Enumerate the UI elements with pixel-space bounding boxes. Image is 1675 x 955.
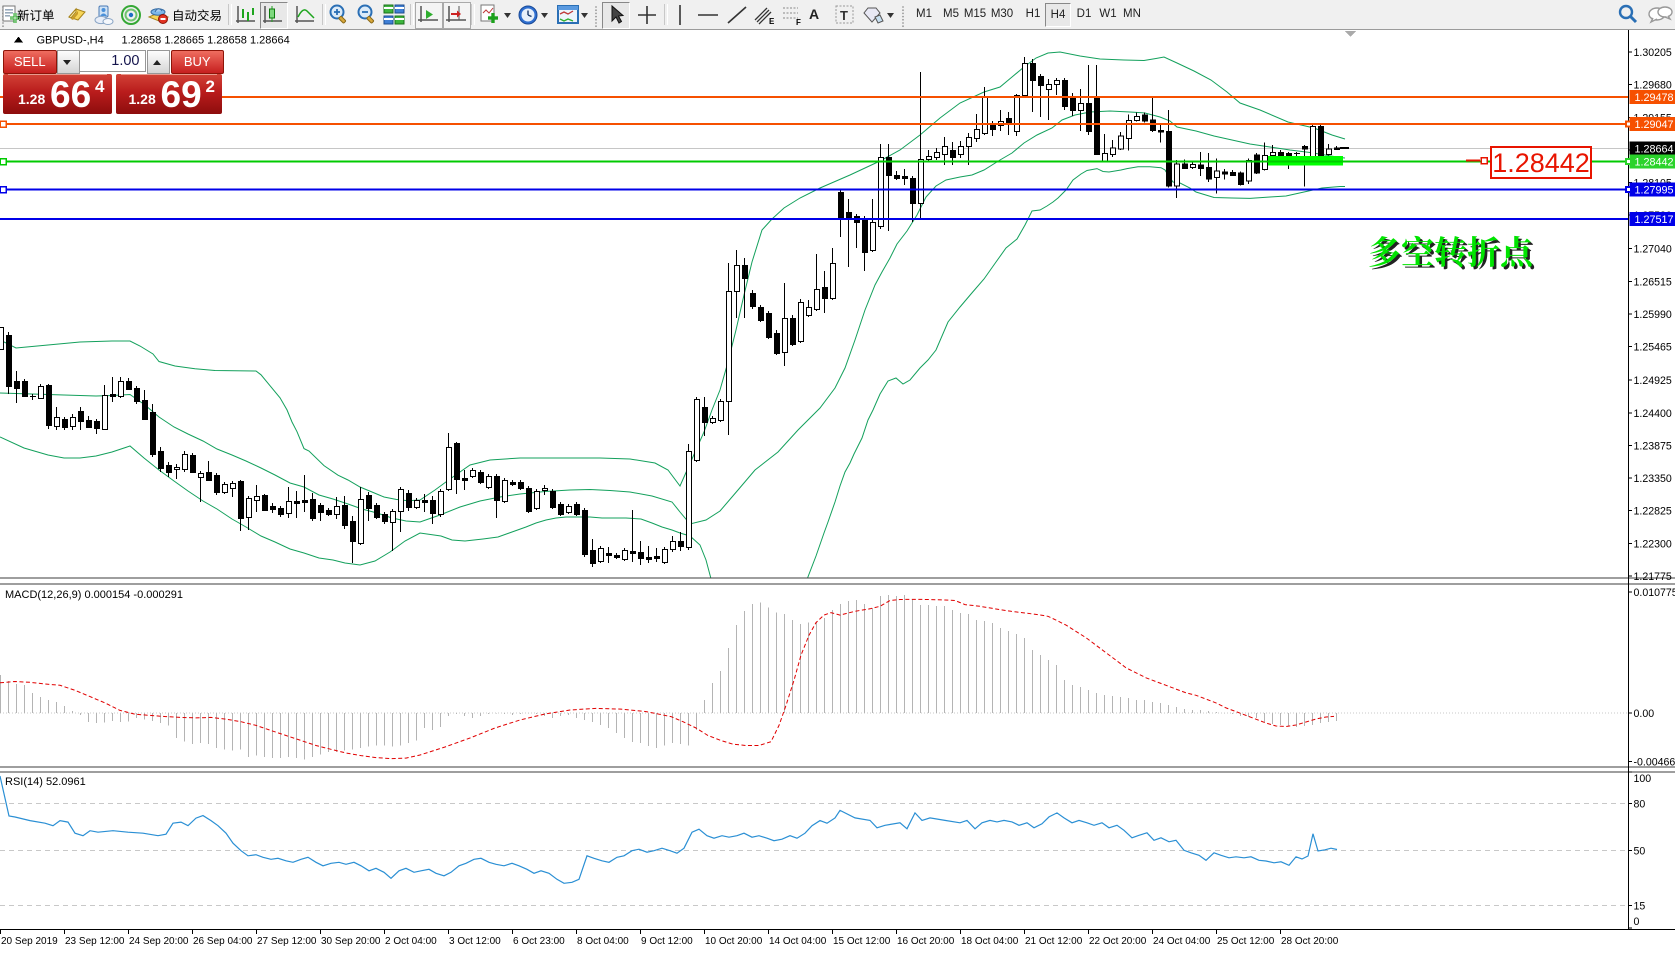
svg-text:21 Oct 12:00: 21 Oct 12:00 [1025, 936, 1083, 947]
svg-text:80: 80 [1634, 799, 1646, 811]
svg-text:1.23350: 1.23350 [1634, 473, 1672, 485]
svg-text:6 Oct 23:00: 6 Oct 23:00 [513, 936, 565, 947]
svg-text:1.28658 1.28665 1.28658 1.2866: 1.28658 1.28665 1.28658 1.28664 [122, 35, 290, 47]
svg-text:1.22300: 1.22300 [1634, 538, 1672, 550]
svg-text:1.25990: 1.25990 [1634, 309, 1672, 321]
svg-text:9 Oct 12:00: 9 Oct 12:00 [641, 936, 693, 947]
svg-text:1.29478: 1.29478 [1635, 92, 1674, 104]
svg-text:1.21775: 1.21775 [1634, 571, 1672, 583]
svg-text:1.26515: 1.26515 [1634, 276, 1672, 288]
svg-text:T: T [840, 8, 848, 23]
svg-text:RSI(14) 52.0961: RSI(14) 52.0961 [5, 776, 86, 788]
svg-text:18 Oct 04:00: 18 Oct 04:00 [961, 936, 1019, 947]
svg-text:28 Oct 20:00: 28 Oct 20:00 [1281, 936, 1339, 947]
svg-text:24 Sep 20:00: 24 Sep 20:00 [129, 936, 189, 947]
svg-text:GBPUSD-,H4: GBPUSD-,H4 [37, 35, 104, 47]
svg-text:1.27517: 1.27517 [1635, 214, 1674, 226]
svg-text:1.29680: 1.29680 [1634, 80, 1672, 92]
svg-text:1.27040: 1.27040 [1634, 244, 1672, 256]
svg-text:E: E [769, 17, 775, 26]
svg-text:-0.004668: -0.004668 [1634, 757, 1675, 769]
svg-text:20 Sep 2019: 20 Sep 2019 [1, 936, 58, 947]
svg-text:0.010775: 0.010775 [1634, 587, 1675, 599]
svg-text:1.24400: 1.24400 [1634, 408, 1672, 420]
svg-text:15 Oct 12:00: 15 Oct 12:00 [833, 936, 891, 947]
svg-text:1.28442: 1.28442 [1635, 157, 1674, 169]
svg-text:22 Oct 20:00: 22 Oct 20:00 [1089, 936, 1147, 947]
svg-text:100: 100 [1634, 773, 1652, 785]
svg-text:3 Oct 12:00: 3 Oct 12:00 [449, 936, 501, 947]
svg-text:24 Oct 04:00: 24 Oct 04:00 [1153, 936, 1211, 947]
svg-text:1.28442: 1.28442 [1492, 148, 1590, 178]
svg-text:50: 50 [1634, 846, 1646, 858]
svg-text:15: 15 [1634, 900, 1646, 912]
svg-text:27 Sep 12:00: 27 Sep 12:00 [257, 936, 317, 947]
svg-text:26 Sep 04:00: 26 Sep 04:00 [193, 936, 253, 947]
svg-text:1.27995: 1.27995 [1635, 185, 1674, 197]
svg-text:MACD(12,26,9) 0.000154 -0.0002: MACD(12,26,9) 0.000154 -0.000291 [5, 589, 183, 601]
svg-text:1.28664: 1.28664 [1635, 144, 1674, 156]
svg-text:1.23875: 1.23875 [1634, 441, 1672, 453]
svg-text:1.29047: 1.29047 [1635, 119, 1674, 131]
svg-text:2 Oct 04:00: 2 Oct 04:00 [385, 936, 437, 947]
svg-text:1.22825: 1.22825 [1634, 506, 1672, 518]
svg-text:23 Sep 12:00: 23 Sep 12:00 [65, 936, 125, 947]
svg-text:0: 0 [1634, 916, 1640, 928]
svg-text:30 Sep 20:00: 30 Sep 20:00 [321, 936, 381, 947]
svg-text:25 Oct 12:00: 25 Oct 12:00 [1217, 936, 1275, 947]
svg-text:0.00: 0.00 [1634, 708, 1655, 720]
svg-text:1.24925: 1.24925 [1634, 375, 1672, 387]
svg-text:1.25465: 1.25465 [1634, 342, 1672, 354]
svg-text:14 Oct 04:00: 14 Oct 04:00 [769, 936, 827, 947]
svg-text:8 Oct 04:00: 8 Oct 04:00 [577, 936, 629, 947]
svg-text:F: F [796, 18, 801, 26]
svg-text:1.30205: 1.30205 [1634, 47, 1672, 59]
svg-text:16 Oct 20:00: 16 Oct 20:00 [897, 936, 955, 947]
svg-text:10 Oct 20:00: 10 Oct 20:00 [705, 936, 763, 947]
